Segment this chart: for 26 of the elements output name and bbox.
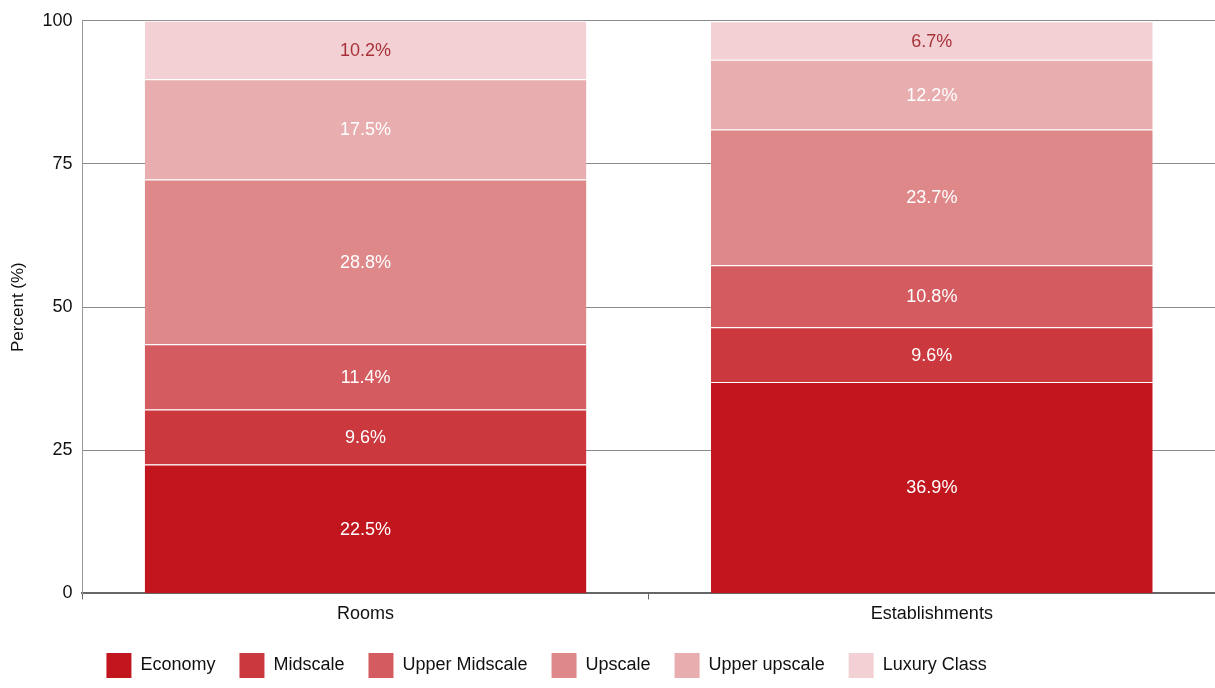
legend-label: Economy xyxy=(140,654,216,675)
y-tick-label: 0 xyxy=(62,582,73,603)
data-label: 9.6% xyxy=(345,427,387,448)
data-label: 10.2% xyxy=(340,39,392,60)
x-tick-label: Establishments xyxy=(870,603,993,624)
legend-label: Upper Midscale xyxy=(402,654,528,675)
data-label: 9.6% xyxy=(911,344,953,365)
data-label: 11.4% xyxy=(340,366,391,387)
data-label: 28.8% xyxy=(340,251,392,272)
data-label: 10.8% xyxy=(906,286,958,307)
data-label: 17.5% xyxy=(340,119,392,140)
data-label: 6.7% xyxy=(911,30,953,51)
legend-label: Midscale xyxy=(273,654,345,675)
y-tick-label: 100 xyxy=(42,9,73,30)
data-label: 12.2% xyxy=(906,84,958,105)
y-tick-label: 50 xyxy=(52,296,73,317)
data-label: 36.9% xyxy=(906,477,958,498)
data-label: 23.7% xyxy=(906,187,958,208)
x-tick-label: Rooms xyxy=(337,603,395,624)
y-axis-title: Percent (%) xyxy=(7,262,27,352)
legend-label: Upper upscale xyxy=(708,654,825,675)
y-tick-label: 25 xyxy=(52,439,73,460)
data-label: 22.5% xyxy=(340,518,392,539)
legend-label: Luxury Class xyxy=(882,654,987,675)
y-tick-label: 75 xyxy=(52,152,73,173)
legend-label: Upscale xyxy=(585,654,651,675)
